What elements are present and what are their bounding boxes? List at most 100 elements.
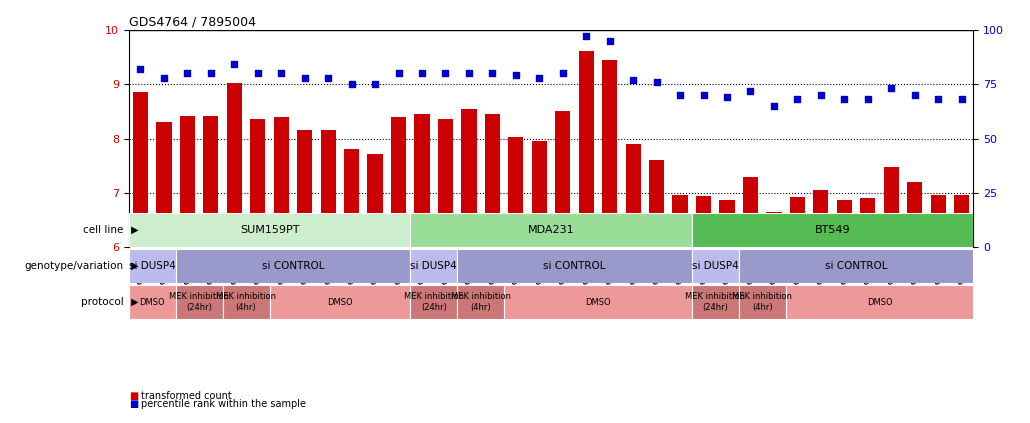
Text: MEK inhibition
(24hr): MEK inhibition (24hr) [169, 292, 229, 312]
Bar [129, 213, 410, 247]
Bar [907, 182, 922, 247]
Bar [391, 117, 406, 247]
Point [954, 96, 970, 103]
Text: SUM159PT: SUM159PT [240, 225, 300, 235]
Point [273, 70, 289, 77]
Point [672, 92, 688, 99]
Bar [673, 195, 688, 247]
Text: GDS4764 / 7895004: GDS4764 / 7895004 [129, 16, 255, 28]
Bar [743, 177, 758, 247]
Point [249, 70, 266, 77]
Point [648, 79, 664, 85]
Text: DMSO: DMSO [866, 297, 892, 307]
Point [554, 70, 571, 77]
Point [484, 70, 501, 77]
Bar [766, 212, 782, 247]
Bar [860, 198, 876, 247]
Point [813, 92, 829, 99]
Bar [438, 119, 453, 247]
Bar [504, 285, 692, 319]
Text: percentile rank within the sample: percentile rank within the sample [141, 399, 306, 409]
Bar [129, 249, 176, 283]
Text: DMSO: DMSO [139, 297, 165, 307]
Point [343, 81, 359, 88]
Bar [129, 285, 176, 319]
Bar [786, 285, 973, 319]
Point [320, 74, 337, 81]
Text: si DUSP4: si DUSP4 [410, 261, 457, 271]
Point [460, 70, 477, 77]
Point [859, 96, 876, 103]
Text: DMSO: DMSO [585, 297, 611, 307]
Bar [297, 130, 312, 247]
Bar [368, 154, 383, 247]
Bar [884, 167, 899, 247]
Bar [203, 115, 218, 247]
Point [695, 92, 712, 99]
Bar [457, 285, 504, 319]
Text: si CONTROL: si CONTROL [543, 261, 606, 271]
Point [297, 74, 313, 81]
Bar [344, 149, 359, 247]
Bar [414, 114, 430, 247]
Point [836, 96, 853, 103]
Bar [157, 122, 172, 247]
Bar [227, 83, 242, 247]
Bar [696, 196, 711, 247]
Point [132, 66, 148, 72]
Bar [692, 285, 739, 319]
Bar [603, 60, 617, 247]
Text: si CONTROL: si CONTROL [262, 261, 324, 271]
Text: MEK inhibition
(24hr): MEK inhibition (24hr) [404, 292, 464, 312]
Bar [625, 144, 641, 247]
Point [203, 70, 219, 77]
Point [719, 94, 735, 101]
Text: protocol: protocol [80, 297, 124, 307]
Point [930, 96, 947, 103]
Bar [692, 213, 973, 247]
Point [625, 76, 642, 83]
Bar [739, 285, 786, 319]
Text: MDA231: MDA231 [527, 225, 575, 235]
Bar [270, 285, 410, 319]
Text: MEK inhibition
(4hr): MEK inhibition (4hr) [451, 292, 511, 312]
Text: MEK inhibition
(4hr): MEK inhibition (4hr) [732, 292, 792, 312]
Bar [176, 249, 410, 283]
Point [437, 70, 453, 77]
Bar [790, 198, 805, 247]
Text: ▶: ▶ [128, 261, 138, 271]
Bar [508, 137, 523, 247]
Bar [930, 195, 946, 247]
Bar [222, 285, 270, 319]
Text: ▶: ▶ [128, 297, 138, 307]
Bar [320, 130, 336, 247]
Bar [274, 117, 288, 247]
Bar [176, 285, 222, 319]
Bar [250, 119, 266, 247]
Bar [461, 109, 477, 247]
Bar [485, 114, 500, 247]
Text: ▶: ▶ [128, 225, 138, 235]
Text: genotype/variation: genotype/variation [25, 261, 124, 271]
Text: ■: ■ [129, 399, 138, 409]
Point [789, 96, 805, 103]
Point [883, 85, 899, 92]
Bar [719, 200, 734, 247]
Bar [555, 111, 571, 247]
Text: cell line: cell line [83, 225, 124, 235]
Bar [531, 141, 547, 247]
Point [226, 61, 242, 68]
Bar [739, 249, 973, 283]
Bar [410, 285, 457, 319]
Bar [836, 200, 852, 247]
Bar [579, 52, 594, 247]
Bar [954, 195, 969, 247]
Bar [410, 213, 692, 247]
Bar [133, 92, 148, 247]
Point [743, 87, 759, 94]
Bar [692, 249, 739, 283]
Text: MEK inhibition
(24hr): MEK inhibition (24hr) [685, 292, 746, 312]
Text: transformed count: transformed count [141, 390, 232, 401]
Bar [410, 249, 457, 283]
Point [367, 81, 383, 88]
